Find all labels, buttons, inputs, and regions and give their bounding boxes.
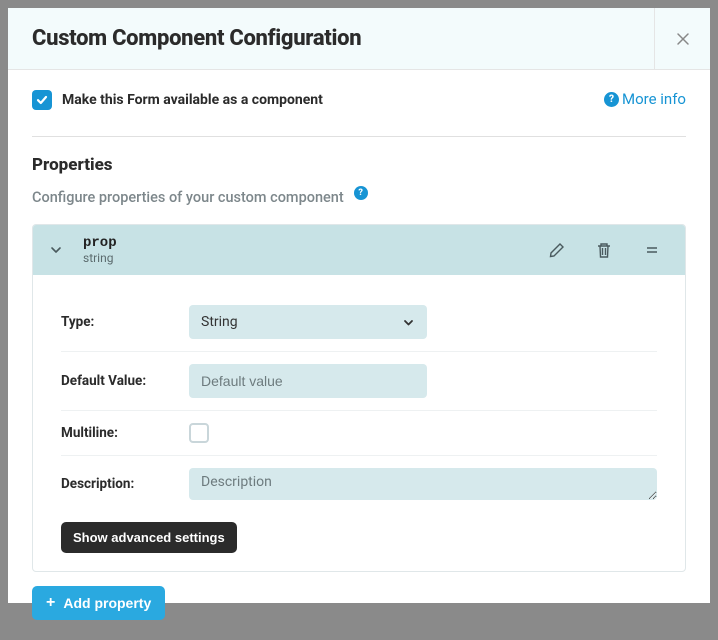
drag-handle[interactable] bbox=[635, 242, 669, 258]
property-title-col: prop string bbox=[83, 235, 117, 265]
pencil-icon bbox=[548, 242, 565, 259]
default-value-row: Default Value: bbox=[61, 352, 657, 411]
collapse-toggle[interactable] bbox=[49, 243, 63, 257]
property-card: prop string Type: String bbox=[32, 224, 686, 572]
availability-checkbox-row: Make this Form available as a component bbox=[32, 90, 323, 110]
properties-subtitle-text: Configure properties of your custom comp… bbox=[32, 189, 344, 206]
property-type-badge: string bbox=[83, 251, 117, 265]
type-row: Type: String bbox=[61, 293, 657, 352]
close-icon bbox=[676, 32, 690, 46]
chevron-down-icon bbox=[49, 243, 63, 257]
default-value-input[interactable] bbox=[189, 364, 427, 398]
availability-row: Make this Form available as a component … bbox=[32, 90, 686, 137]
plus-icon: + bbox=[46, 595, 55, 611]
chevron-down-icon bbox=[402, 316, 415, 329]
multiline-row: Multiline: bbox=[61, 411, 657, 456]
type-label: Type: bbox=[61, 314, 173, 330]
description-label: Description: bbox=[61, 476, 173, 492]
multiline-label: Multiline: bbox=[61, 425, 173, 441]
property-body: Type: String Default Value: Multiline: D… bbox=[33, 275, 685, 571]
trash-icon bbox=[596, 242, 612, 259]
properties-title: Properties bbox=[32, 155, 686, 175]
modal-body: Make this Form available as a component … bbox=[8, 70, 710, 640]
availability-checkbox[interactable] bbox=[32, 90, 52, 110]
type-select-value: String bbox=[201, 314, 238, 330]
close-button[interactable] bbox=[654, 8, 710, 69]
property-name: prop bbox=[83, 235, 117, 251]
help-icon[interactable]: ? bbox=[354, 186, 368, 200]
default-value-label: Default Value: bbox=[61, 373, 173, 389]
availability-label: Make this Form available as a component bbox=[62, 92, 323, 108]
show-advanced-button[interactable]: Show advanced settings bbox=[61, 522, 237, 553]
description-row: Description: bbox=[61, 456, 657, 512]
description-input[interactable] bbox=[189, 468, 657, 500]
add-property-label: Add property bbox=[63, 595, 151, 611]
more-info-text: More info bbox=[622, 90, 686, 108]
property-header: prop string bbox=[33, 225, 685, 275]
multiline-checkbox[interactable] bbox=[189, 423, 209, 443]
delete-button[interactable] bbox=[587, 242, 621, 259]
config-modal: Custom Component Configuration Make this… bbox=[8, 8, 710, 603]
modal-title: Custom Component Configuration bbox=[8, 8, 385, 69]
more-info-link[interactable]: ? More info bbox=[604, 90, 686, 108]
add-property-button[interactable]: + Add property bbox=[32, 586, 165, 620]
modal-header: Custom Component Configuration bbox=[8, 8, 710, 70]
question-icon: ? bbox=[604, 92, 619, 107]
properties-subtitle: Configure properties of your custom comp… bbox=[32, 189, 686, 206]
check-icon bbox=[36, 94, 48, 106]
edit-button[interactable] bbox=[539, 242, 573, 259]
drag-icon bbox=[644, 242, 660, 258]
type-select[interactable]: String bbox=[189, 305, 427, 339]
